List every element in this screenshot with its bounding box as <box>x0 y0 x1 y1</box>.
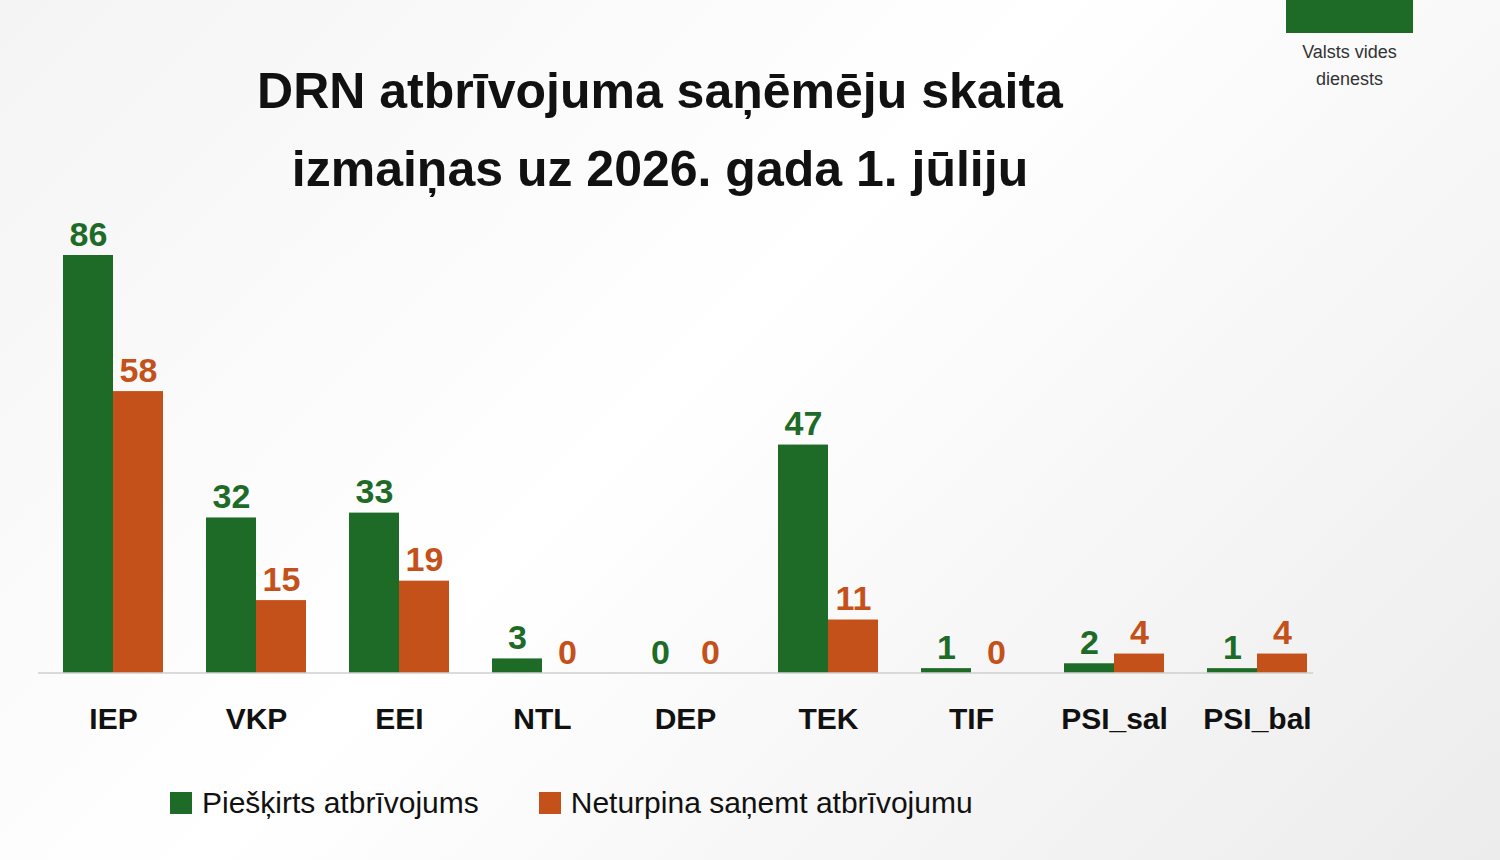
svg-text:NTL: NTL <box>513 702 571 735</box>
svg-text:33: 33 <box>356 472 394 510</box>
svg-text:32: 32 <box>213 477 251 515</box>
svg-text:11: 11 <box>836 579 872 617</box>
html-text:Neturpina saņemt atbrīvojumu: Neturpina saņemt atbrīvojumu <box>570 786 973 819</box>
svg-text:47: 47 <box>785 404 823 442</box>
svg-text:VKP: VKP <box>226 702 288 735</box>
svg-text:1: 1 <box>1223 628 1242 666</box>
svg-text:86: 86 <box>70 215 108 253</box>
svg-text:TEK: TEK <box>799 702 859 735</box>
svg-text:19: 19 <box>406 540 444 578</box>
svg-text:IEP: IEP <box>89 702 137 735</box>
svg-text:4: 4 <box>1273 613 1292 651</box>
svg-text:0: 0 <box>987 633 1006 671</box>
svg-text:TIF: TIF <box>949 702 994 735</box>
svg-text:15: 15 <box>263 560 301 598</box>
svg-text:DEP: DEP <box>655 702 717 735</box>
html-text:DRN atbrīvojuma saņēmēju skait: DRN atbrīvojuma saņēmēju skaita izmaiņas… <box>257 63 1063 197</box>
svg-text:0: 0 <box>651 633 670 671</box>
html-text:Piešķirts atbrīvojums: Piešķirts atbrīvojums <box>202 786 479 819</box>
svg-text:0: 0 <box>701 633 720 671</box>
svg-text:PSI_sal: PSI_sal <box>1061 702 1168 735</box>
html-text:Valsts vides dienests: Valsts vides dienests <box>1302 42 1397 89</box>
svg-text:1: 1 <box>937 628 956 666</box>
svg-text:0: 0 <box>558 633 577 671</box>
svg-text:PSI_bal: PSI_bal <box>1203 702 1311 735</box>
svg-text:EEI: EEI <box>375 702 423 735</box>
svg-text:2: 2 <box>1080 623 1099 661</box>
svg-text:58: 58 <box>120 351 158 389</box>
svg-text:4: 4 <box>1130 613 1149 651</box>
svg-text:3: 3 <box>508 618 527 656</box>
